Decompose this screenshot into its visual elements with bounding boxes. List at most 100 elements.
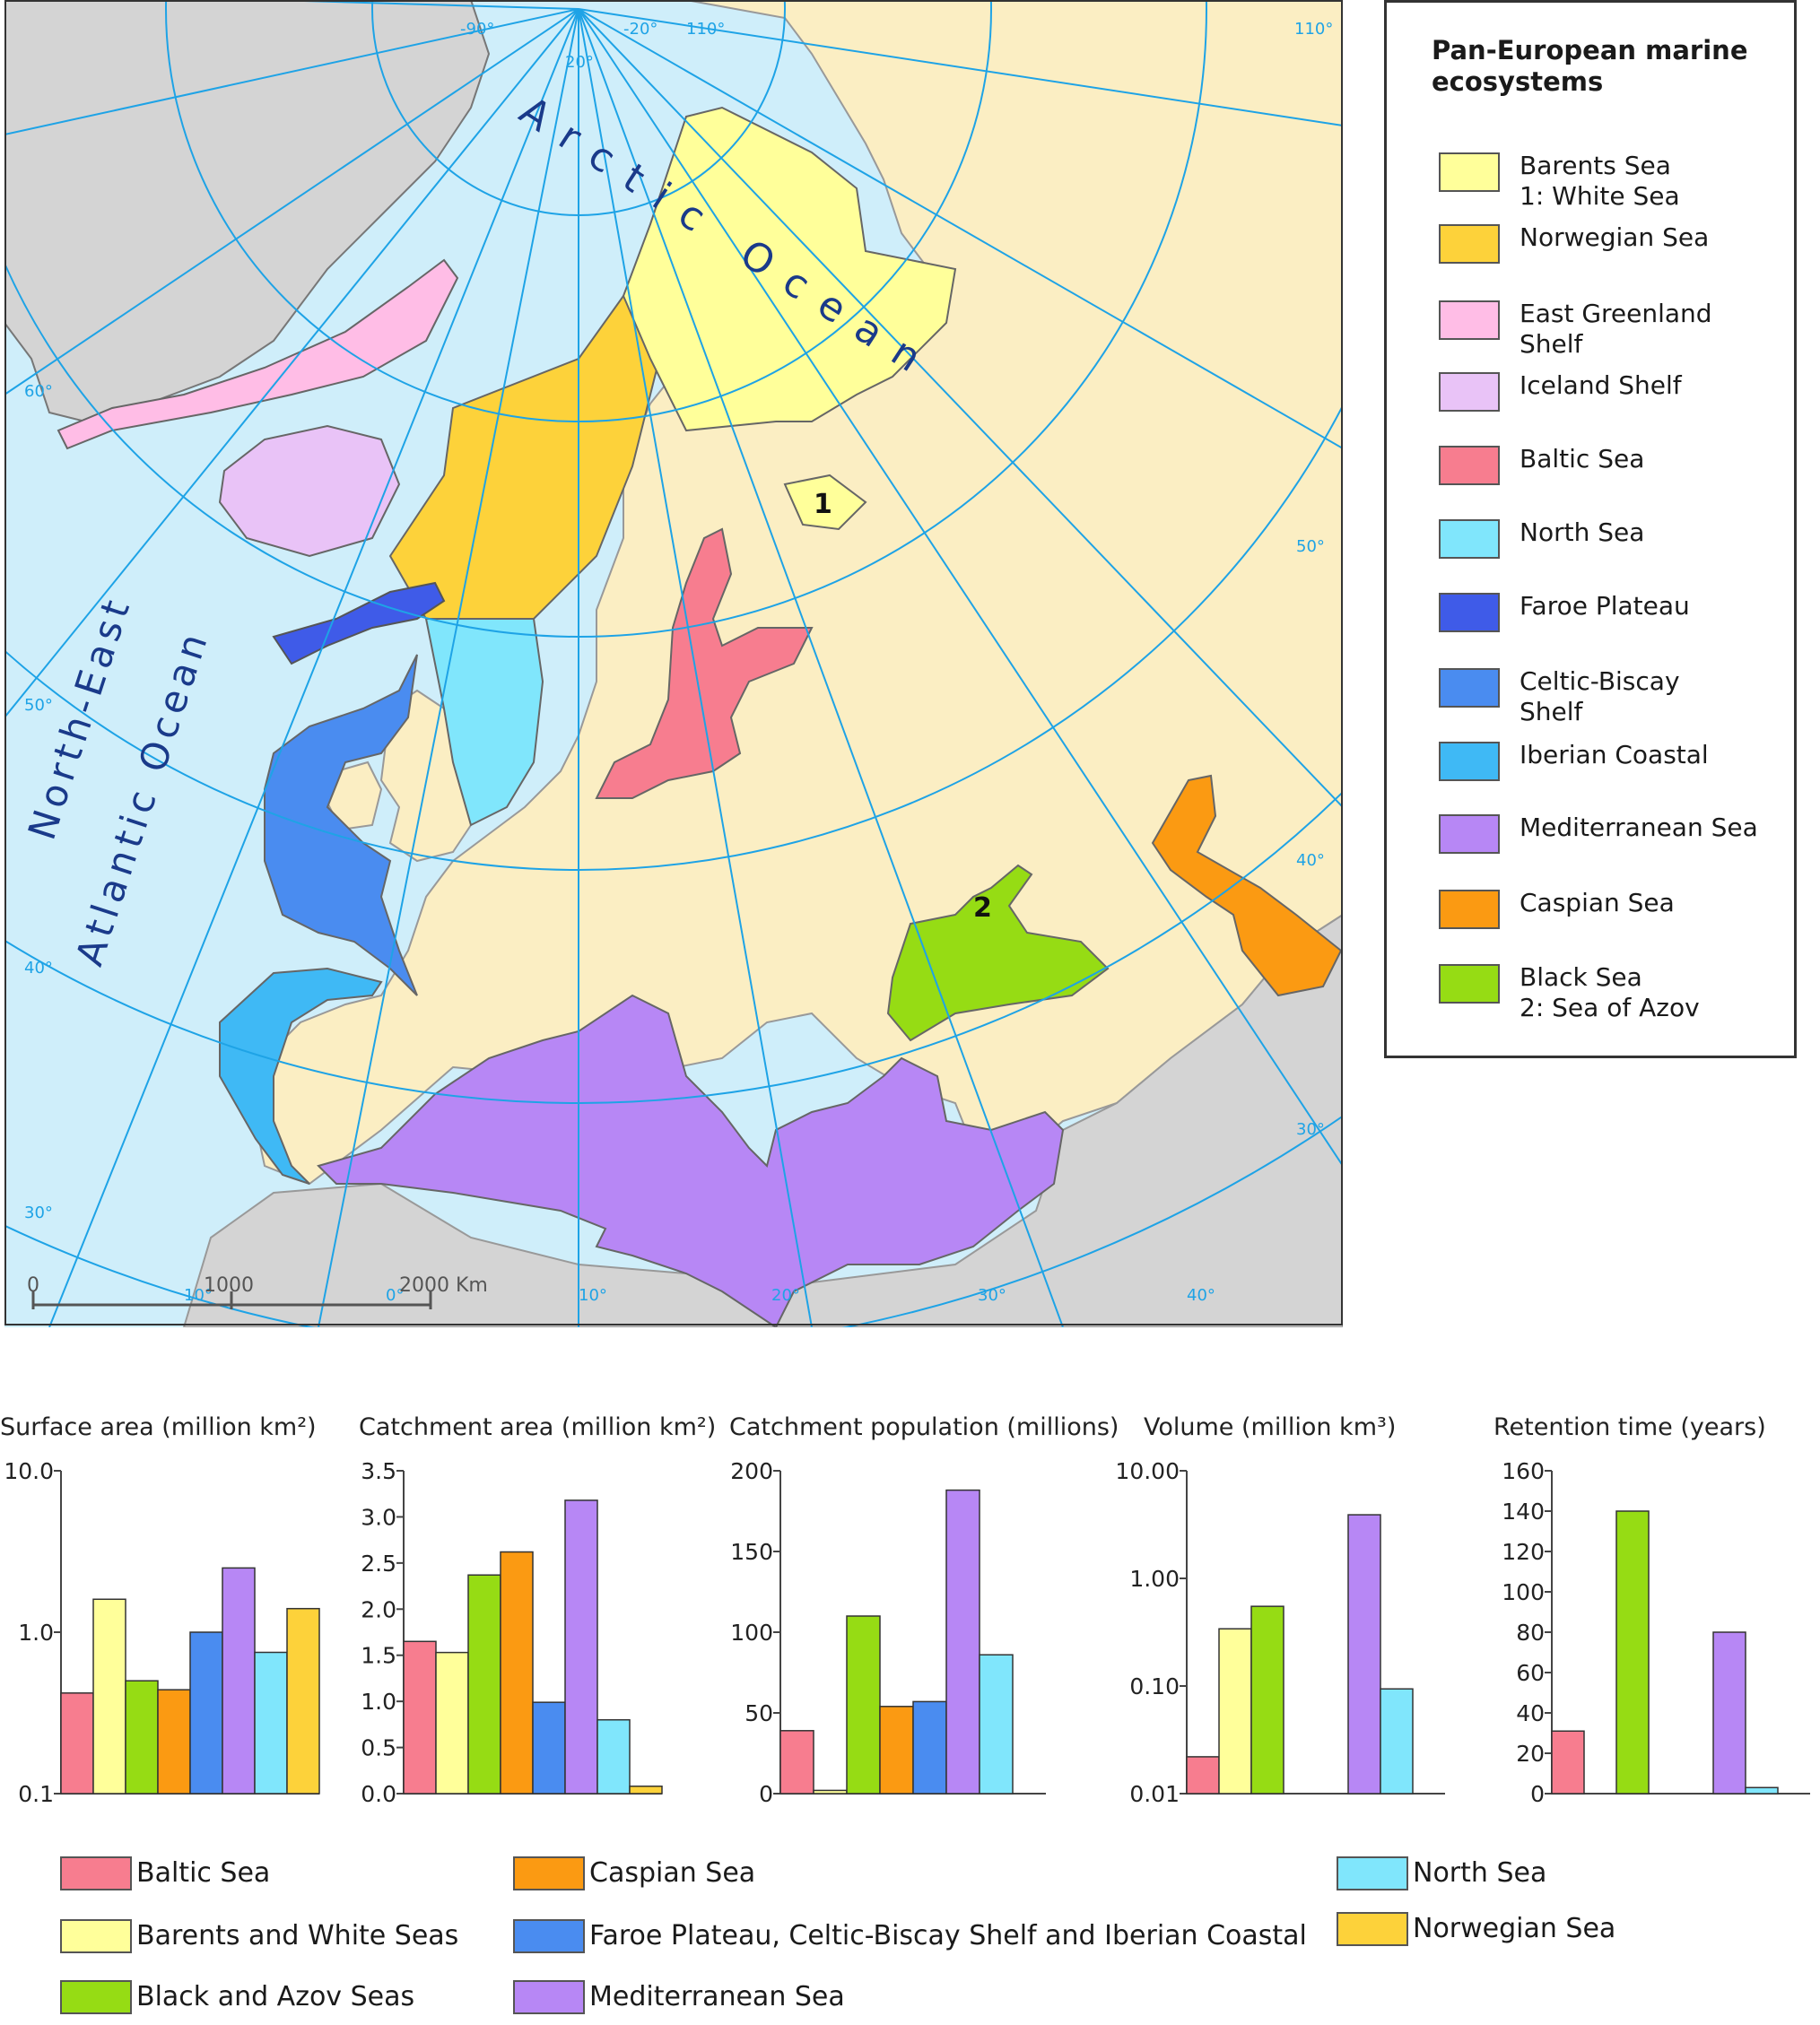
- y-tick-label: 100: [730, 1620, 773, 1646]
- graticule-labels: -90° -20° 20° 110° 110° 60° 50° 40° 30° …: [24, 20, 1333, 1305]
- legend-label: Iceland Shelf: [1520, 370, 1682, 400]
- bar: [435, 1651, 469, 1795]
- bar: [500, 1551, 534, 1795]
- legend-label: Celtic-Biscay Shelf: [1520, 666, 1680, 726]
- legend-swatch: [513, 1919, 585, 1953]
- bar: [564, 1499, 598, 1795]
- bar: [60, 1692, 94, 1795]
- legend-swatch: [1439, 519, 1500, 559]
- y-tick-label: 10.0: [4, 1458, 54, 1484]
- chart-title: Catchment population (millions): [729, 1413, 1119, 1441]
- legend-swatch: [1439, 964, 1500, 1004]
- bar: [532, 1701, 566, 1795]
- map-frame: [4, 0, 1343, 1325]
- ecosystem-faroe-plateau: [272, 581, 446, 665]
- marker-white-sea: 1: [814, 489, 832, 520]
- graticule-label: 40°: [24, 959, 53, 978]
- bar: [1250, 1605, 1284, 1795]
- chart-title: Surface area (million km²): [0, 1413, 317, 1441]
- y-tick-label: 20: [1516, 1741, 1545, 1767]
- bar: [779, 1730, 814, 1795]
- graticule-label: 50°: [24, 696, 53, 715]
- graticule-label: 20°: [565, 53, 594, 72]
- ecosystem-north-sea: [424, 618, 544, 827]
- legend-swatch: [513, 1856, 585, 1890]
- bar: [1615, 1510, 1650, 1795]
- y-tick-label: 40: [1516, 1700, 1545, 1726]
- graticule-label: 50°: [1296, 537, 1325, 556]
- y-tick-label: 0.0: [361, 1781, 396, 1807]
- graticule-label: 0°: [386, 1286, 404, 1305]
- graticule: [4, 0, 1343, 1327]
- land-greenland: [4, 0, 491, 423]
- bar: [1551, 1730, 1585, 1795]
- legend-label: Iberian Coastal: [1520, 740, 1709, 769]
- bar: [912, 1700, 947, 1795]
- y-tick-label: 0.1: [18, 1781, 54, 1807]
- legend-label: Faroe Plateau, Celtic-Biscay Shelf and I…: [589, 1920, 1307, 1951]
- y-tick-label: 200: [730, 1458, 773, 1484]
- bar: [189, 1631, 223, 1795]
- legend-swatch: [60, 1919, 132, 1953]
- y-tick-label: 1.00: [1129, 1566, 1180, 1592]
- y-tick-label: 3.0: [361, 1504, 396, 1530]
- legend-swatch: [60, 1856, 132, 1890]
- chart-title: Volume (million km³): [1144, 1413, 1396, 1441]
- legend-swatch: [1439, 446, 1500, 485]
- legend-label: Mediterranean Sea: [1520, 813, 1758, 842]
- legend-swatch: [1439, 593, 1500, 632]
- legend-swatch: [1439, 890, 1500, 929]
- ecosystem-caspian-sea: [1151, 774, 1343, 997]
- ecosystem-baltic-sea: [595, 527, 814, 799]
- legend-label: Norwegian Sea: [1413, 1913, 1616, 1944]
- bar: [403, 1640, 437, 1795]
- ecosystem-iceland-shelf: [218, 424, 401, 558]
- map: Arctic Ocean North-East Atlantic Ocean 1…: [4, 0, 1343, 1327]
- legend-swatch: [1337, 1856, 1408, 1890]
- legend-swatch: [1439, 300, 1500, 340]
- ecosystem-celtic-biscay-shelf: [264, 654, 418, 996]
- bar: [467, 1574, 501, 1795]
- bar: [157, 1689, 191, 1795]
- legend-swatch: [1439, 814, 1500, 854]
- bar: [1712, 1631, 1746, 1795]
- map-legend: Pan-European marine ecosystems Barents S…: [1384, 0, 1797, 1058]
- graticule-label: 110°: [686, 20, 725, 39]
- y-tick-label: 160: [1502, 1458, 1545, 1484]
- marker-sea-of-azov: 2: [973, 892, 992, 924]
- bar: [1380, 1688, 1414, 1795]
- legend-swatch: [1439, 668, 1500, 708]
- ecosystem-barents-sea: [622, 106, 957, 432]
- y-tick-label: 150: [730, 1539, 773, 1565]
- ecosystem-mediterranean-sea: [317, 994, 1065, 1327]
- y-tick-label: 140: [1502, 1499, 1545, 1525]
- legend-label: Faroe Plateau: [1520, 591, 1690, 621]
- graticule-label: 30°: [1296, 1120, 1325, 1139]
- bar: [629, 1786, 663, 1795]
- legend-label: Barents and White Seas: [136, 1920, 459, 1951]
- legend-label: Black and Azov Seas: [136, 1981, 415, 2012]
- legend-swatch: [513, 1980, 585, 2014]
- y-tick-label: 0: [759, 1781, 773, 1807]
- y-tick-label: 100: [1502, 1579, 1545, 1605]
- graticule-label: 40°: [1296, 851, 1325, 870]
- scale-label: 2000 Km: [399, 1274, 488, 1297]
- legend-swatch: [1439, 742, 1500, 781]
- bar: [879, 1706, 914, 1795]
- scale-bar: 0 1000 2000 Km: [27, 1274, 488, 1309]
- ecosystem-norwegian-sea: [388, 294, 661, 620]
- legend-label: Caspian Sea: [1520, 888, 1675, 917]
- y-tick-label: 2.0: [361, 1596, 396, 1622]
- legend-swatch: [1439, 372, 1500, 412]
- bar: [286, 1607, 320, 1795]
- bar: [1745, 1786, 1779, 1795]
- bar: [979, 1654, 1014, 1795]
- y-tick-label: 2.5: [361, 1551, 396, 1577]
- legend-label: Norwegian Sea: [1520, 222, 1710, 252]
- y-tick-label: 1.0: [18, 1620, 54, 1646]
- scale-label: 1000: [204, 1274, 254, 1297]
- ecosystem-white-sea: [783, 474, 867, 531]
- ecosystem-east-greenland-shelf: [57, 258, 459, 450]
- bar-charts: Surface area (million km²) 10.0 1.0 0.1 Catc…: [0, 1413, 1810, 1807]
- graticule-label: 20°: [771, 1286, 800, 1305]
